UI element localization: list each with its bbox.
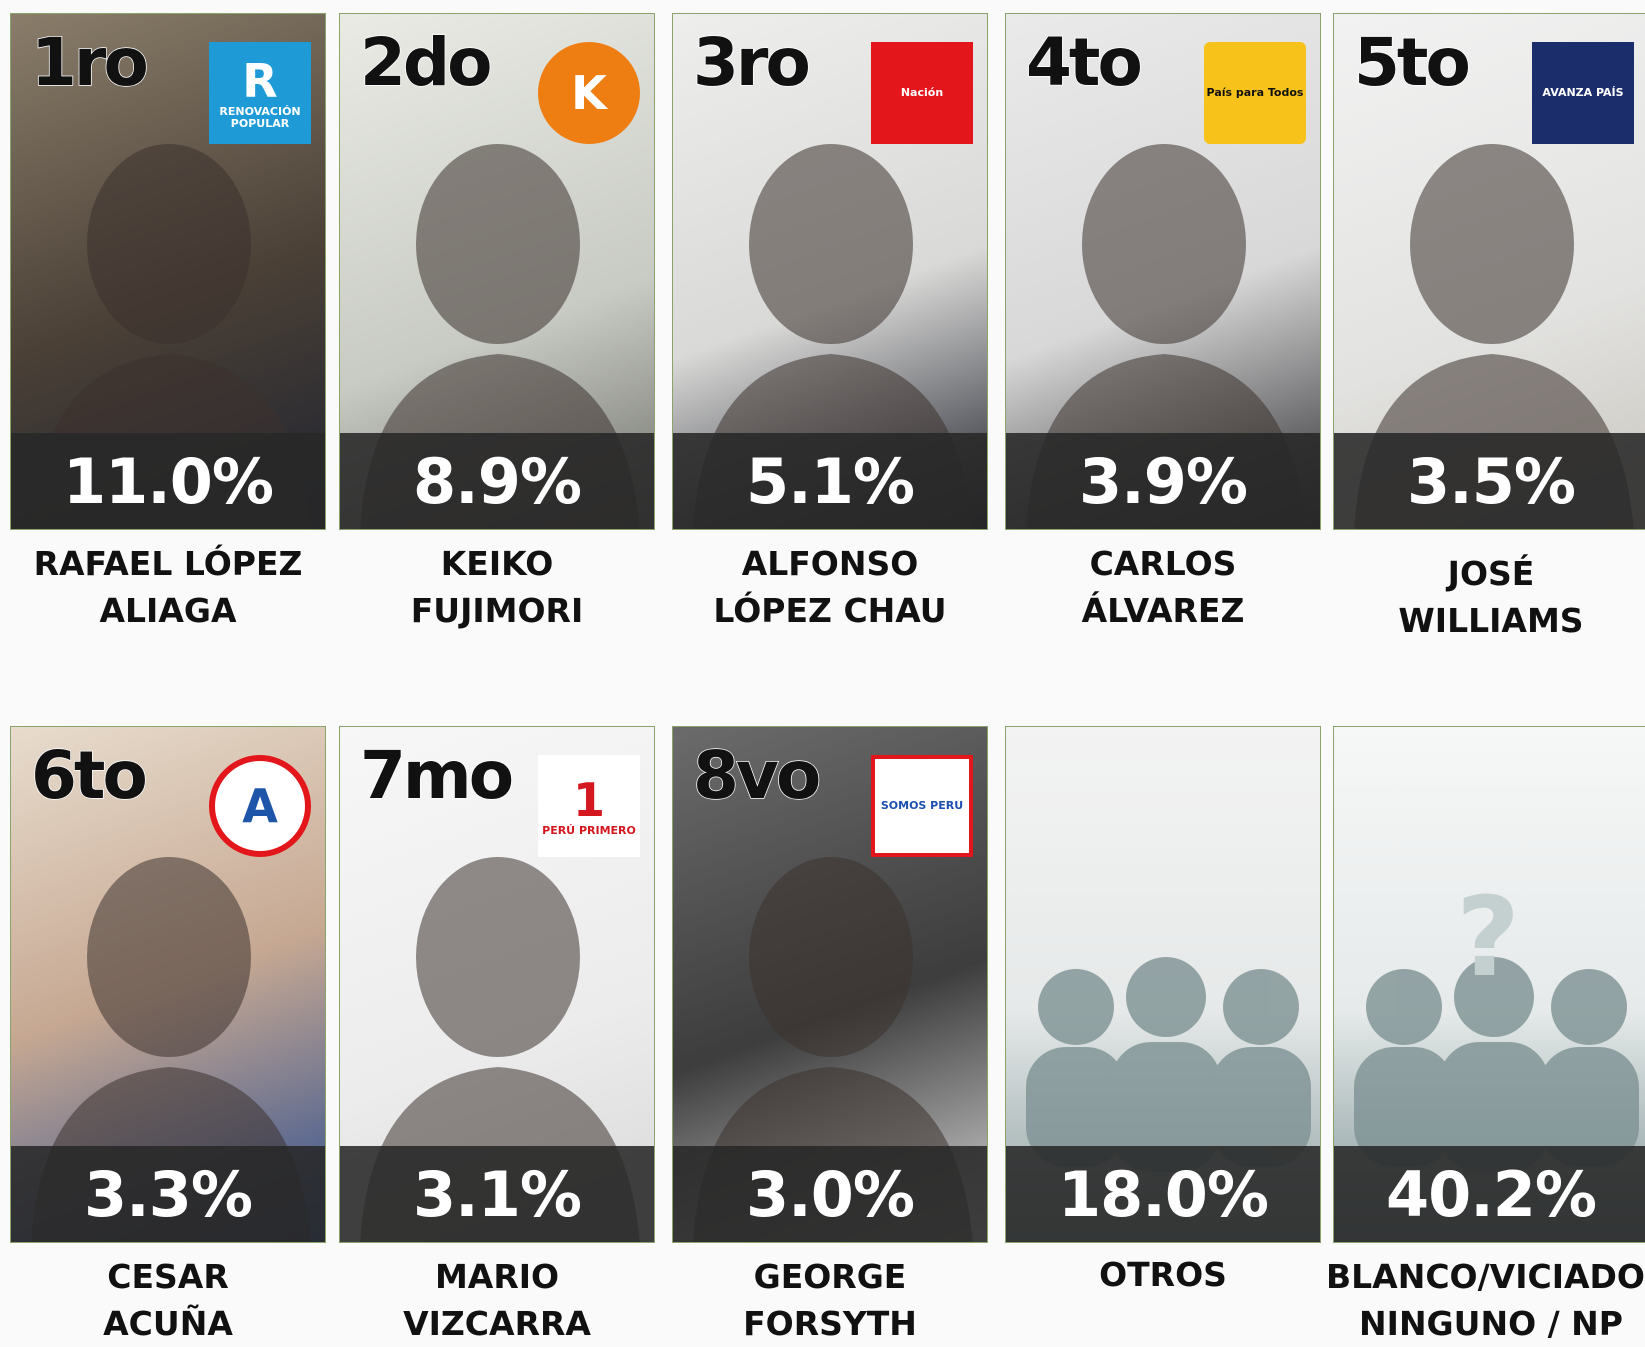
party-logo: K	[538, 42, 640, 144]
logo-mark: R	[242, 54, 278, 108]
logo-mark: K	[571, 66, 607, 120]
candidate-card: 6to A 3.3%	[10, 726, 326, 1243]
rank: 7mo	[359, 736, 515, 815]
percent-band: 18.0%	[1006, 1146, 1320, 1242]
party-logo: A	[209, 755, 311, 857]
percent: 3.3%	[84, 1157, 253, 1231]
candidate-card: 8vo SOMOS PERU 3.0%	[672, 726, 988, 1243]
logo-mark: A	[242, 779, 278, 833]
name-line: ALFONSO	[741, 544, 919, 583]
name-line: FORSYTH	[743, 1304, 917, 1343]
party-logo: País para Todos	[1204, 42, 1306, 144]
name-line: KEIKO	[440, 544, 554, 583]
logo-text: RENOVACIÓN POPULAR	[219, 105, 301, 130]
name-line: JOSÉ	[1447, 554, 1535, 593]
percent: 5.1%	[746, 444, 915, 518]
name-line: ALIAGA	[99, 591, 237, 630]
rank: 4to	[1025, 23, 1143, 102]
candidate-name: OTROS	[998, 1251, 1328, 1298]
party-logo: 1 PERÚ PRIMERO	[538, 755, 640, 857]
percent-band: 8.9%	[340, 433, 654, 529]
silhouette	[1026, 957, 1311, 1172]
candidate-name: CARLOS ÁLVAREZ	[998, 540, 1328, 634]
rank: 5to	[1353, 23, 1471, 102]
percent-band: 3.1%	[340, 1146, 654, 1242]
candidate-card: 1ro R RENOVACIÓN POPULAR 11.0%	[10, 13, 326, 530]
name-line: LÓPEZ CHAU	[713, 591, 947, 630]
name-line: CARLOS	[1089, 544, 1237, 583]
percent-band: 5.1%	[673, 433, 987, 529]
logo-text: Nación	[900, 86, 944, 99]
percent: 3.0%	[746, 1157, 915, 1231]
percent: 11.0%	[62, 444, 274, 518]
silhouette	[1354, 957, 1639, 1172]
rank: 6to	[30, 736, 148, 815]
party-logo: ?	[1428, 877, 1548, 997]
logo-text: PERÚ PRIMERO	[542, 824, 636, 837]
party-logo: AVANZA PAÍS	[1532, 42, 1634, 144]
name-line: GEORGE	[753, 1257, 907, 1296]
percent: 3.5%	[1407, 444, 1576, 518]
percent-band: 11.0%	[11, 433, 325, 529]
logo-mark: ?	[1456, 873, 1520, 1001]
name-line: ÁLVAREZ	[1081, 591, 1245, 630]
candidate-card: 5to AVANZA PAÍS 3.5%	[1333, 13, 1645, 530]
name-line: RAFAEL LÓPEZ	[33, 544, 303, 583]
name-line: VIZCARRA	[403, 1304, 591, 1343]
party-logo: Nación	[871, 42, 973, 144]
name-line: FUJIMORI	[410, 591, 584, 630]
rank: 1ro	[30, 23, 149, 102]
name-line: CESAR	[107, 1257, 229, 1296]
name-line: WILLIAMS	[1398, 601, 1584, 640]
rank: 2do	[359, 23, 493, 102]
name-line: MARIO	[434, 1257, 560, 1296]
candidate-card: 4to País para Todos 3.9%	[1005, 13, 1321, 530]
percent-band: 3.0%	[673, 1146, 987, 1242]
logo-text: País para Todos	[1206, 86, 1304, 99]
percent-band: 3.5%	[1334, 433, 1645, 529]
rank: 3ro	[692, 23, 811, 102]
percent: 18.0%	[1057, 1157, 1269, 1231]
name-line: NINGUNO / NP	[1359, 1304, 1623, 1343]
percent: 3.1%	[413, 1157, 582, 1231]
candidate-name: MARIO VIZCARRA	[332, 1253, 662, 1347]
percent: 3.9%	[1079, 444, 1248, 518]
candidate-name: ALFONSO LÓPEZ CHAU	[665, 540, 995, 634]
percent-band: 3.9%	[1006, 433, 1320, 529]
percent: 8.9%	[413, 444, 582, 518]
logo-text: AVANZA PAÍS	[1542, 86, 1624, 99]
name-line: ACUÑA	[103, 1304, 233, 1343]
name-line: OTROS	[1099, 1255, 1227, 1294]
rank: 8vo	[692, 736, 822, 815]
candidate-card: 3ro Nación 5.1%	[672, 13, 988, 530]
candidate-card: 7mo 1 PERÚ PRIMERO 3.1%	[339, 726, 655, 1243]
candidate-card: 18.0%	[1005, 726, 1321, 1243]
candidate-name: RAFAEL LÓPEZ ALIAGA	[3, 540, 333, 634]
party-logo: R RENOVACIÓN POPULAR	[209, 42, 311, 144]
logo-text: SOMOS PERU	[880, 799, 964, 812]
name-line: BLANCO/VICIADO/	[1326, 1257, 1645, 1296]
candidate-name: JOSÉ WILLIAMS	[1326, 550, 1645, 644]
logo-mark: 1	[572, 773, 605, 827]
percent: 40.2%	[1385, 1157, 1597, 1231]
candidate-name: CESAR ACUÑA	[3, 1253, 333, 1347]
percent-band: 3.3%	[11, 1146, 325, 1242]
candidate-card: ? 40.2%	[1333, 726, 1645, 1243]
candidate-card: 2do K 8.9%	[339, 13, 655, 530]
candidate-name: KEIKO FUJIMORI	[332, 540, 662, 634]
percent-band: 40.2%	[1334, 1146, 1645, 1242]
party-logo: SOMOS PERU	[871, 755, 973, 857]
candidate-name: BLANCO/VICIADO/NINGUNO / NP	[1326, 1253, 1645, 1347]
candidate-name: GEORGE FORSYTH	[665, 1253, 995, 1347]
